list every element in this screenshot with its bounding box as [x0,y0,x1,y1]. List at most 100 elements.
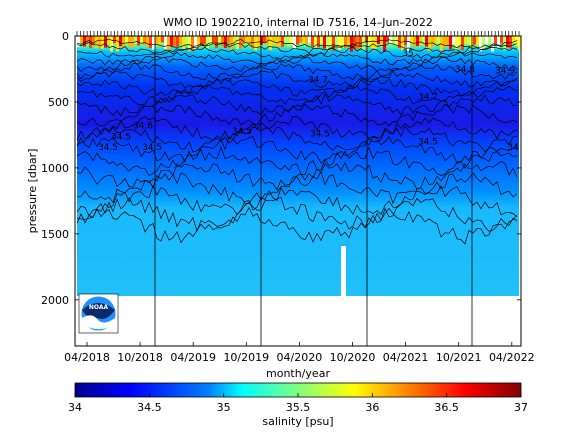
surface-cell [191,36,194,52]
surface-cell [344,36,347,49]
surface-cell [455,36,458,51]
plot-area: 34.634.534.5 34.534.5 34.534.534.734.734.8… [41,30,535,364]
surface-cell [230,36,233,51]
surface-cell [404,36,407,46]
surface-cell [443,36,446,48]
contour-line [76,70,518,89]
y-tick-label: 500 [48,96,69,109]
colorbar-tick-label: 34.5 [137,401,162,414]
contour-label: 34.6 [133,122,153,132]
surface-cell [119,36,122,47]
surface-cell [101,36,104,49]
contour-labels: 34.634.534.5 34.534.5 34.534.534.734.734.8… [98,49,519,153]
contour-line [76,115,518,142]
colorbar: 34 34.5 35 35.5 36 36.5 37 [68,382,528,414]
x-tick-label: 04/2021 [383,351,429,364]
surface-cell [419,36,422,46]
contour-line [76,41,518,54]
colorbar-tick-label: 35 [217,401,231,414]
surface-cell [200,36,203,46]
surface-cell [413,36,416,47]
surface-cell [323,36,326,49]
colorbar-tick-label: 34 [68,401,82,414]
contour-label: 34.5 [310,130,330,140]
surface-cell [194,36,197,50]
surface-cell [269,36,272,50]
contour-label: 34.9 [495,66,515,76]
surface-cell [290,36,293,46]
surface-cell [161,36,164,43]
surface-cell [122,36,125,49]
contour-line [76,135,518,164]
surface-cell [308,36,311,43]
surface-cell [311,36,314,47]
surface-cell [221,36,224,47]
surface-cell [284,36,287,43]
chart-title: WMO ID 1902210, internal ID 7516, 14–Jun… [163,16,433,29]
surface-cell [407,36,410,51]
contour-line [76,125,518,153]
surface-cell [257,36,260,47]
surface-cell [131,36,134,48]
surface-cell [170,36,173,47]
surface-cell [272,36,275,44]
surface-cell [83,36,86,47]
contour-line [76,160,518,191]
surface-cell [146,36,149,47]
surface-cell [143,36,146,45]
surface-cell [314,36,317,48]
surface-cell [338,36,341,50]
surface-cell [287,36,290,47]
surface-cell [218,36,221,43]
contour-label: 35 [402,49,413,59]
surface-cell [506,36,509,48]
colorbar-tick-label: 36.5 [434,401,459,414]
contour-label: 34.5 [98,143,118,153]
surface-cell [482,36,485,50]
x-tick-label: 04/2020 [277,351,323,364]
surface-cell [329,36,332,47]
surface-cell [335,36,338,47]
x-tick-label: 04/2019 [170,351,216,364]
surface-cell [341,36,344,48]
surface-cell [137,36,140,46]
profile-tick-marks [76,31,520,36]
contour-label: 34.7 [418,93,438,103]
surface-cell [488,36,491,44]
surface-cell [434,36,437,46]
surface-cell [266,36,269,45]
surface-cell [98,36,101,47]
surface-cell [86,36,89,43]
contour-line [76,46,518,60]
surface-cell [374,36,377,49]
contour-label: 34.5 [232,127,252,137]
surface-cell [425,36,428,47]
y-axis: 0 500 1000 1500 2000 [41,30,521,307]
x-axis: 04/2018 10/2018 04/2019 10/2019 04/2020 10/20… [64,342,535,364]
surface-cell [149,36,152,49]
contour-label: 34 [507,143,519,153]
surface-cell [125,36,128,44]
surface-cell [470,36,473,48]
y-tick-label: 1000 [41,162,69,175]
surface-cell [377,36,380,45]
contour-line [76,145,518,176]
surface-cell [197,36,200,48]
surface-cell [401,36,404,51]
surface-cell [296,36,299,45]
surface-cell [353,36,356,49]
surface-cell [167,36,170,52]
surface-cell [134,36,137,44]
surface-cell [485,36,488,45]
surface-cell [437,36,440,44]
contour-line [76,77,518,97]
surface-cell [299,36,302,43]
surface-cell [179,36,182,45]
surface-cell [278,36,281,47]
contour-label: 34.5 [418,138,438,148]
surface-cell [440,36,443,51]
surface-salinity-layer [77,36,521,52]
surface-cell [89,36,92,48]
colorbar-ticks: 34 34.5 35 35.5 36 36.5 37 [68,393,528,414]
